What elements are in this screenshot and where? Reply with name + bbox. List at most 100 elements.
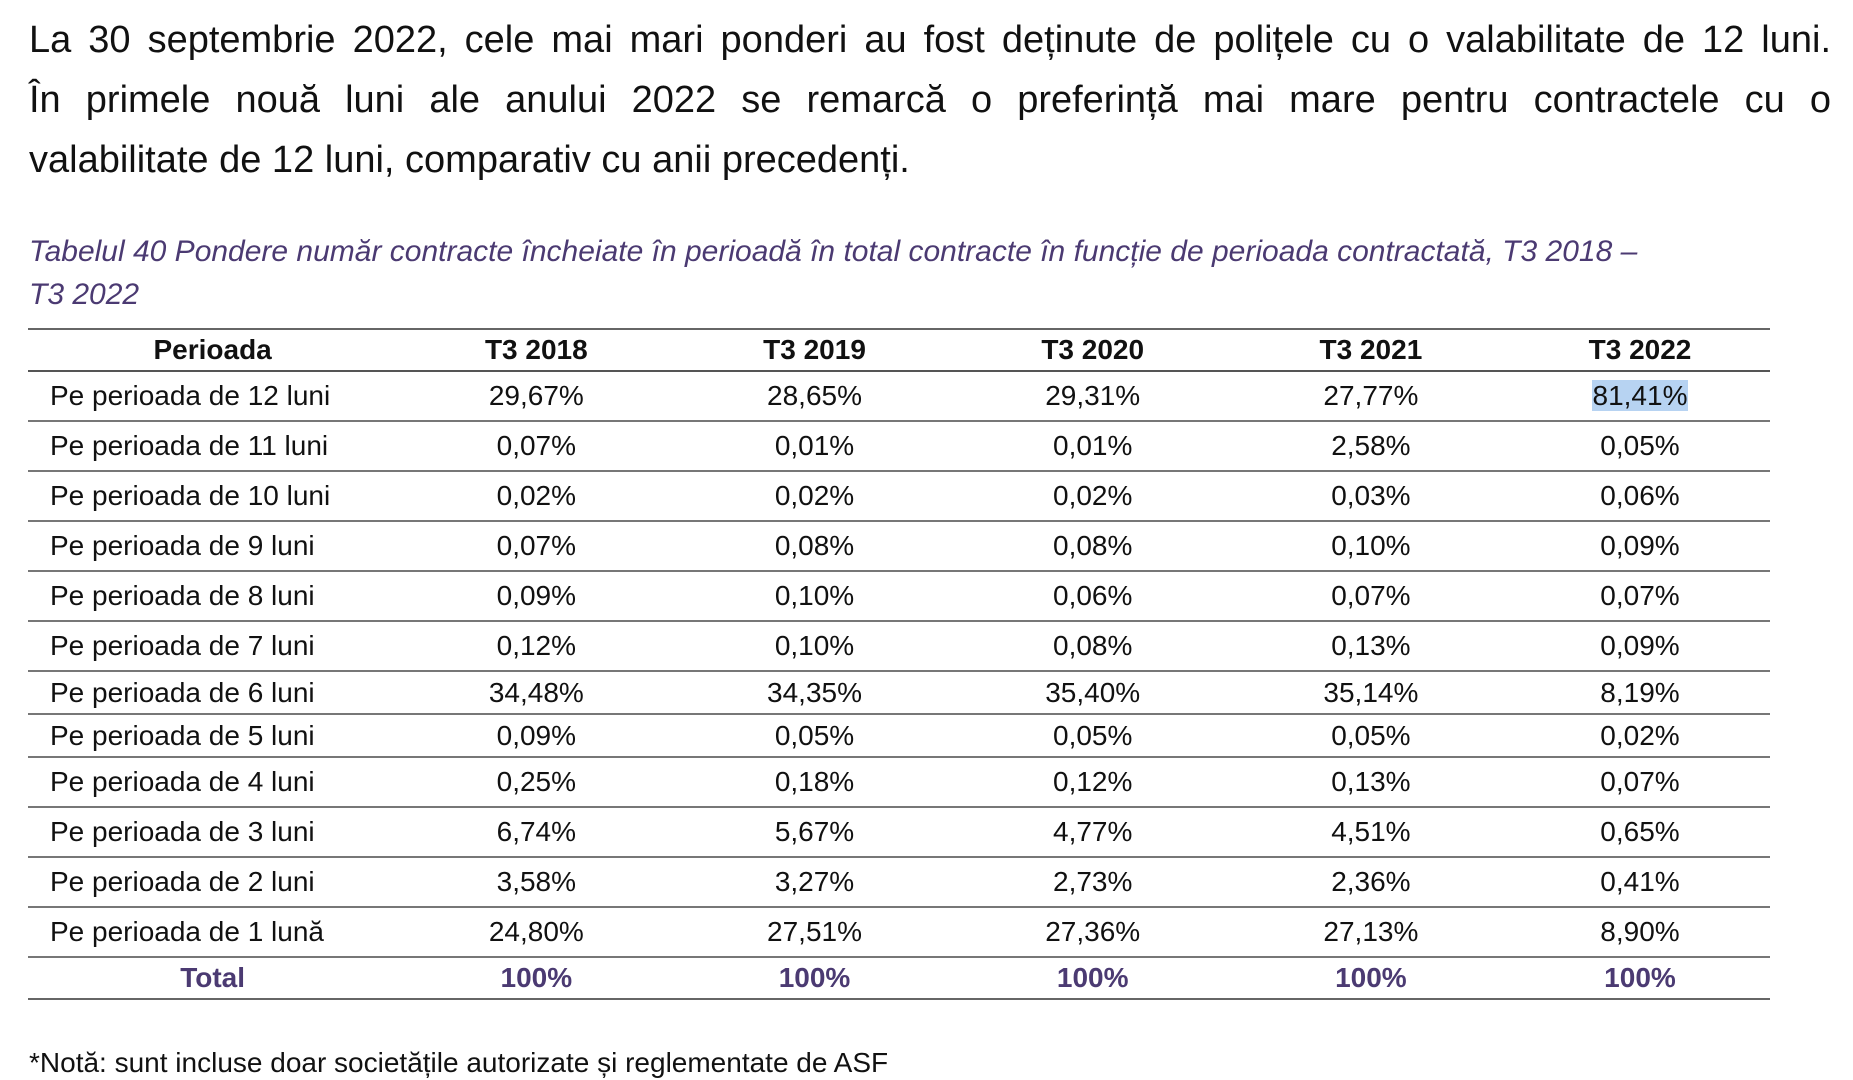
table-cell: 0,10% — [774, 580, 855, 611]
table-cell: 34,48% — [488, 676, 584, 708]
table-cell: 0,41% — [1600, 866, 1680, 897]
table-cell: 0,65% — [1600, 816, 1680, 847]
table-row: Pe perioada de 5 luni 0,09% 0,05% 0,05% … — [28, 714, 1770, 757]
table-row: Pe perioada de 11 luni 0,07% 0,01% 0,01%… — [28, 421, 1770, 471]
table-cell: 0,02% — [1600, 719, 1680, 751]
table-cell: 27,51% — [767, 916, 862, 947]
table-row: Pe perioada de 7 luni 0,12% 0,10% 0,08% … — [28, 621, 1770, 671]
table-cell: 0,08% — [774, 530, 855, 561]
table-cell: 0,10% — [774, 630, 855, 661]
table-cell: 8,19% — [1600, 676, 1680, 708]
table-row: Pe perioada de 1 lună 24,80% 27,51% 27,3… — [28, 907, 1770, 957]
row-label: Pe perioada de 12 luni — [50, 380, 331, 411]
table-row: Pe perioada de 9 luni 0,07% 0,08% 0,08% … — [28, 521, 1770, 571]
total-cell: 100% — [1056, 962, 1129, 993]
table-cell: 0,07% — [1600, 766, 1680, 797]
table-cell: 0,09% — [496, 580, 577, 611]
paragraph-line: În primele nouă luni ale anului 2022 se … — [29, 79, 1831, 121]
table-cell: 0,05% — [1053, 719, 1133, 751]
table-cell: 0,13% — [1331, 766, 1411, 797]
table-cell: 0,06% — [1600, 480, 1680, 511]
table-cell: 0,06% — [1053, 580, 1133, 611]
selected-text[interactable]: 81,41% — [1591, 380, 1689, 411]
table-cell: 0,08% — [1053, 530, 1133, 561]
table-cell: 0,01% — [774, 430, 855, 461]
row-label: Pe perioada de 11 luni — [50, 430, 329, 461]
header-t3-2019: T3 2019 — [763, 334, 866, 365]
table-row: Pe perioada de 3 luni 6,74% 5,67% 4,77% … — [28, 807, 1770, 857]
table-cell: 0,07% — [1600, 580, 1680, 611]
footnote: *Notă: sunt incluse doar societățile aut… — [29, 1047, 889, 1078]
row-label: Pe perioada de 9 luni — [50, 530, 315, 561]
paragraph-line: La 30 septembrie 2022, cele mai mari pon… — [29, 19, 1831, 61]
row-label: Pe perioada de 3 luni — [50, 816, 315, 847]
total-label: Total — [180, 962, 246, 993]
table-cell: 4,51% — [1331, 816, 1411, 847]
table-cell: 5,67% — [774, 816, 855, 847]
row-label: Pe perioada de 4 luni — [50, 766, 315, 797]
table-caption: Tabelul 40 Pondere număr contracte înche… — [29, 230, 1829, 316]
table-cell: 0,12% — [496, 630, 577, 661]
table-cell: 28,65% — [767, 380, 862, 411]
table-cell: 27,13% — [1323, 916, 1419, 947]
table-cell: 0,02% — [496, 480, 577, 511]
row-label: Pe perioada de 2 luni — [50, 866, 315, 897]
table-cell: 3,27% — [774, 866, 855, 897]
total-cell: 100% — [1604, 962, 1676, 993]
table-cell: 2,73% — [1053, 866, 1133, 897]
table-row: Pe perioada de 8 luni 0,09% 0,10% 0,06% … — [28, 571, 1770, 621]
table-cell: 0,25% — [496, 766, 577, 797]
table-cell: 0,18% — [774, 766, 855, 797]
header-t3-2020: T3 2020 — [1041, 334, 1145, 365]
total-cell: 100% — [1335, 962, 1407, 993]
total-row: Total 100% 100% 100% 100% 100% — [28, 957, 1770, 999]
table-cell: 2,58% — [1331, 430, 1411, 461]
table-cell: 0,05% — [1331, 719, 1411, 751]
paragraph-line: valabilitate de 12 luni, comparativ cu a… — [29, 139, 910, 181]
table-row: Pe perioada de 2 luni 3,58% 3,27% 2,73% … — [28, 857, 1770, 907]
table-cell: 4,77% — [1053, 816, 1133, 847]
table-cell: 0,08% — [1053, 630, 1133, 661]
table-cell: 0,09% — [1600, 530, 1680, 561]
caption-line: T3 2022 — [29, 278, 140, 311]
total-cell: 100% — [778, 962, 851, 993]
row-label: Pe perioada de 5 luni — [50, 719, 315, 751]
table-cell: 6,74% — [496, 816, 577, 847]
table-row: Pe perioada de 10 luni 0,02% 0,02% 0,02%… — [28, 471, 1770, 521]
table-cell: 2,36% — [1331, 866, 1411, 897]
total-cell: 100% — [500, 962, 573, 993]
caption-line: Tabelul 40 Pondere număr contracte înche… — [29, 235, 1638, 268]
table-cell: 0,02% — [774, 480, 855, 511]
table-cell: 0,13% — [1331, 630, 1411, 661]
table-cell: 27,77% — [1323, 380, 1419, 411]
table-header-row: Perioada T3 2018 T3 2019 T3 2020 T3 2021… — [28, 329, 1770, 371]
row-label: Pe perioada de 6 luni — [50, 676, 315, 708]
row-label: Pe perioada de 8 luni — [50, 580, 315, 611]
table-cell: 29,31% — [1045, 380, 1141, 411]
table-cell: 24,80% — [488, 916, 584, 947]
table-cell: 0,01% — [1053, 430, 1133, 461]
table-cell: 0,09% — [496, 719, 577, 751]
table-cell[interactable]: 81,41% — [1510, 371, 1770, 421]
table-cell: 35,14% — [1323, 676, 1419, 708]
table-cell: 0,12% — [1053, 766, 1133, 797]
table-cell: 27,36% — [1045, 916, 1141, 947]
table-cell: 0,02% — [1053, 480, 1133, 511]
intro-paragraph: La 30 septembrie 2022, cele mai mari pon… — [29, 10, 1831, 190]
table-cell: 0,09% — [1600, 630, 1680, 661]
contracts-share-table: Perioada T3 2018 T3 2019 T3 2020 T3 2021… — [28, 328, 1770, 1000]
row-label: Pe perioada de 10 luni — [50, 480, 331, 511]
row-label: Pe perioada de 7 luni — [50, 630, 315, 661]
table-cell: 0,07% — [1331, 580, 1411, 611]
table-row: Pe perioada de 6 luni 34,48% 34,35% 35,4… — [28, 671, 1770, 714]
table-cell: 0,05% — [1600, 430, 1680, 461]
row-label: Pe perioada de 1 lună — [50, 916, 324, 947]
table-cell: 0,10% — [1331, 530, 1411, 561]
table-cell: 29,67% — [488, 380, 584, 411]
table-cell: 8,90% — [1600, 916, 1680, 947]
table-cell: 0,03% — [1331, 480, 1411, 511]
table-row: Pe perioada de 4 luni 0,25% 0,18% 0,12% … — [28, 757, 1770, 807]
table-cell: 0,07% — [496, 430, 577, 461]
table-cell: 0,05% — [774, 719, 855, 751]
